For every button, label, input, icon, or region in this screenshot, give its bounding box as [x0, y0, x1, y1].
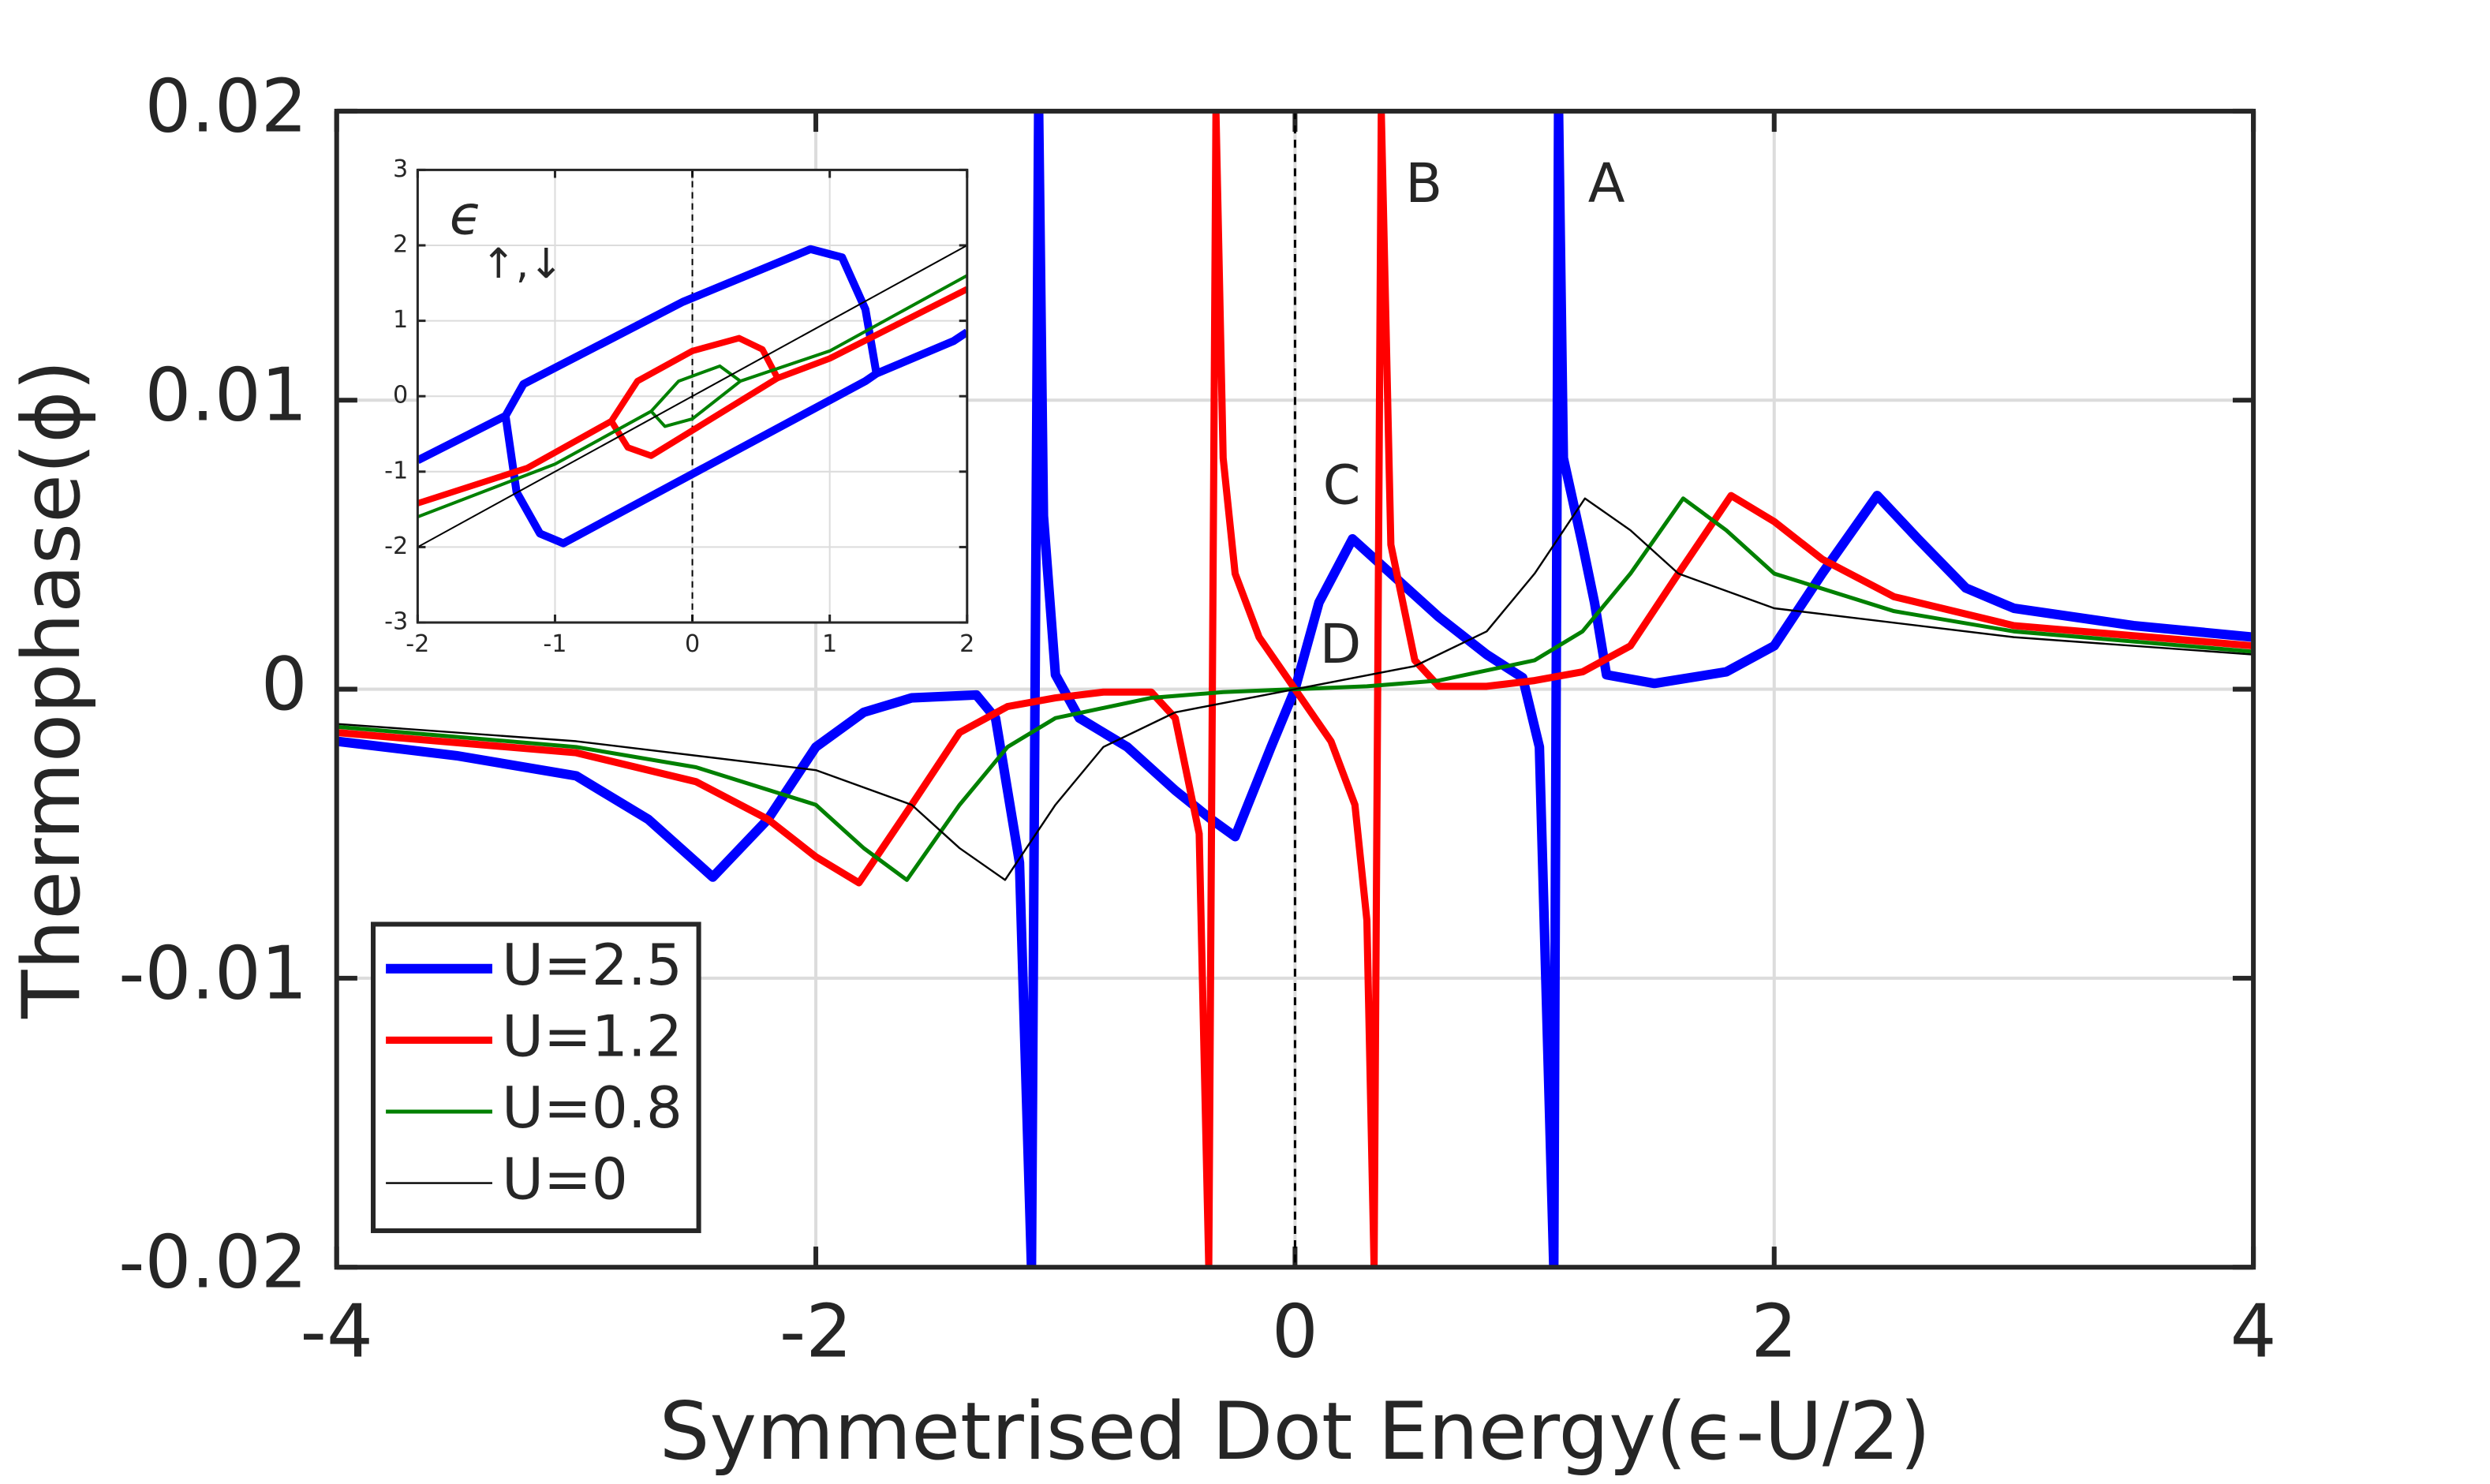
- y-tick-label: 2: [393, 230, 408, 258]
- inset-y-label-subscript: ↑,↓: [481, 240, 563, 288]
- legend-box: [370, 921, 701, 1233]
- x-tick-label: -4: [301, 1289, 373, 1374]
- series-group: [417, 245, 967, 548]
- y-tick-label: 0: [393, 382, 408, 409]
- series-line: [417, 274, 967, 519]
- legend-label: U=0: [502, 1147, 628, 1213]
- legend: U=2.5U=1.2U=0.8U=0: [370, 921, 701, 1233]
- series-group: [336, 110, 2254, 1268]
- y-tick-label: -0.02: [118, 1220, 308, 1305]
- x-tick-label: -1: [543, 630, 566, 658]
- main-plot: -4 -2 0 2 4 -0.02 -0.01 0 0.01 0.02: [118, 63, 2276, 1374]
- y-axis-label: Thermophase(ϕ): [6, 360, 98, 1019]
- series-line: [417, 245, 967, 548]
- y-tick-label: -0.01: [118, 930, 308, 1015]
- axes-frame: [416, 168, 969, 624]
- y-tick-label: 0.02: [145, 63, 308, 148]
- y-tick-label: -1: [384, 457, 408, 484]
- inset-y-label: ϵ: [450, 184, 483, 247]
- legend-label: U=0.8: [502, 1075, 682, 1142]
- y-tick-label: 0.01: [145, 353, 308, 438]
- y-tick-label: -2: [384, 533, 408, 560]
- x-tick-label: 2: [1751, 1289, 1797, 1374]
- series-line: [336, 110, 2254, 1268]
- y-tick-label: 1: [393, 306, 408, 334]
- x-tick-label: 4: [2230, 1289, 2277, 1374]
- y-tick-label: -3: [384, 608, 408, 636]
- x-tick-label: -2: [780, 1289, 852, 1374]
- legend-label: U=1.2: [502, 1004, 682, 1070]
- axes-frame: [334, 108, 2256, 1270]
- series-line: [336, 497, 2254, 881]
- x-tick-label: 1: [822, 630, 837, 658]
- annotation: D: [1320, 613, 1362, 676]
- y-tick-label: 3: [393, 155, 408, 183]
- series-line: [417, 286, 967, 507]
- x-axis-label: Symmetrised Dot Energy(ϵ-U/2): [660, 1385, 1931, 1478]
- legend-label: U=2.5: [502, 933, 682, 999]
- x-tick-label: 0: [1272, 1289, 1318, 1374]
- annotation: B: [1405, 152, 1442, 215]
- annotation: C: [1323, 454, 1361, 518]
- y-tick-label: 0: [261, 641, 308, 727]
- annotation: A: [1588, 152, 1625, 215]
- x-tick-label: 2: [959, 630, 974, 658]
- x-tick-label: -2: [406, 630, 429, 658]
- x-tick-label: 0: [685, 630, 700, 658]
